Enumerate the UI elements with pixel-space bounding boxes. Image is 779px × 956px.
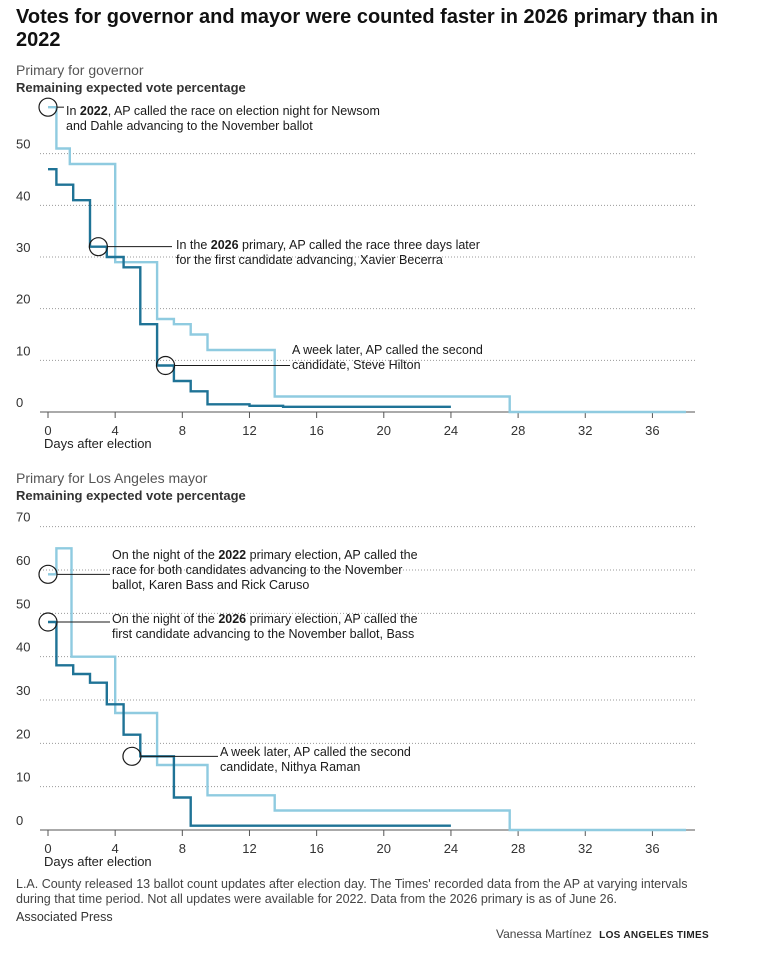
annotation-text-span: primary election, AP called the [246,548,417,562]
x-tick-label: 16 [309,423,323,438]
annotation-text-span: A week later, AP called the second [292,343,483,357]
publication-name: LOS ANGELES TIMES [599,930,709,941]
x-tick-label: 8 [179,841,186,856]
y-tick-label: 0 [16,395,23,410]
y-tick-label: 10 [16,343,30,358]
y-tick-label: 40 [16,640,30,655]
x-tick-label: 36 [645,423,659,438]
annotation-text-span: On the night of the [112,612,218,626]
annotation-text-span: In [66,104,80,118]
series-line-2022 [48,547,686,832]
x-tick-label: 8 [179,423,186,438]
y-tick-label: 20 [16,292,30,307]
x-tick-label: 28 [511,841,525,856]
annotation-text-span: 2026 [218,612,246,626]
annotation-text-span: 2022 [218,548,246,562]
annotation-text-span: candidate, Nithya Raman [220,760,360,774]
annotation-text: In 2022, AP called the race on election … [66,104,380,133]
x-tick-label: 12 [242,841,256,856]
series-line-2022 [48,105,686,414]
annotation-text-span: , AP called the race on election night f… [108,104,380,118]
y-axis-label-mayor: Remaining expected vote percentage [16,488,246,503]
headline: Votes for governor and mayor were counte… [16,6,719,51]
y-axis-label-governor: Remaining expected vote percentage [16,80,246,95]
mayor-chart: 0 10 20 30 40 50 60 70 0 4 8 12 16 20 24 28 32 36 Days aft… [16,510,695,869]
annotation-text-span: primary election, AP called the [246,612,417,626]
governor-chart: 0 10 20 30 40 50 0 4 8 12 16 20 24 28 32 36 Days after e… [16,97,695,451]
x-tick-label: 32 [578,841,592,856]
y-tick-label: 0 [16,813,23,828]
annotation-text-span: and Dahle advancing to the November ball… [66,119,313,133]
x-tick-label: 24 [444,841,458,856]
annotation-text: A week later, AP called the second candid… [220,745,411,774]
x-tick-label: 20 [377,841,391,856]
annotation-text-span: On the night of the [112,548,218,562]
annotation-circle [122,746,142,766]
annotation-text-span: for the first candidate advancing, Xavie… [176,253,443,267]
x-tick-label: 0 [44,841,51,856]
x-tick-label: 32 [578,423,592,438]
y-tick-label: 20 [16,726,30,741]
annotation-text-span: race for both candidates advancing to th… [112,563,402,577]
y-tick-label: 10 [16,770,30,785]
x-tick-label: 24 [444,423,458,438]
x-tick-label: 12 [242,423,256,438]
x-tick-label: 4 [112,841,119,856]
annotation-text: A week later, AP called the second candid… [292,343,483,372]
byline: Vanessa Martínez LOS ANGELES TIMES [496,927,709,941]
annotation-text: In the 2026 primary, AP called the race … [176,238,480,267]
x-tick-label: 16 [309,841,323,856]
y-tick-label: 60 [16,553,30,568]
x-axis-label: Days after election [44,854,152,869]
series-line-2026 [48,167,451,408]
chart-title-mayor: Primary for Los Angeles mayor [16,470,208,486]
y-tick-label: 40 [16,188,30,203]
annotation-text-span: 2026 [211,238,239,252]
footnote: L.A. County released 13 ballot count upd… [16,877,688,906]
y-tick-label: 70 [16,510,30,525]
y-tick-label: 30 [16,683,30,698]
annotation-text-span: ballot, Karen Bass and Rick Caruso [112,578,309,592]
annotation-text: On the night of the 2022 primary electio… [112,548,418,592]
x-tick-label: 20 [377,423,391,438]
annotation-text-span: 2022 [80,104,108,118]
chart-title-governor: Primary for governor [16,62,144,78]
y-tick-label: 50 [16,137,30,152]
annotation-text-span: In the [176,238,211,252]
x-tick-label: 28 [511,423,525,438]
annotation-text-span: candidate, Steve Hilton [292,358,421,372]
annotation-text-span: first candidate advancing to the Novembe… [112,627,414,641]
annotation-text-span: primary, AP called the race three days l… [239,238,480,252]
annotation-text: On the night of the 2026 primary electio… [112,612,418,641]
x-tick-label: 4 [112,423,119,438]
series-line-2026 [48,620,451,827]
y-tick-label: 50 [16,596,30,611]
annotation-text-span: A week later, AP called the second [220,745,411,759]
byline-author: Vanessa Martínez [496,927,592,941]
x-axis-label: Days after election [44,436,152,451]
y-tick-label: 30 [16,240,30,255]
source-credit: Associated Press [16,910,113,924]
x-tick-label: 36 [645,841,659,856]
x-tick-label: 0 [44,423,51,438]
